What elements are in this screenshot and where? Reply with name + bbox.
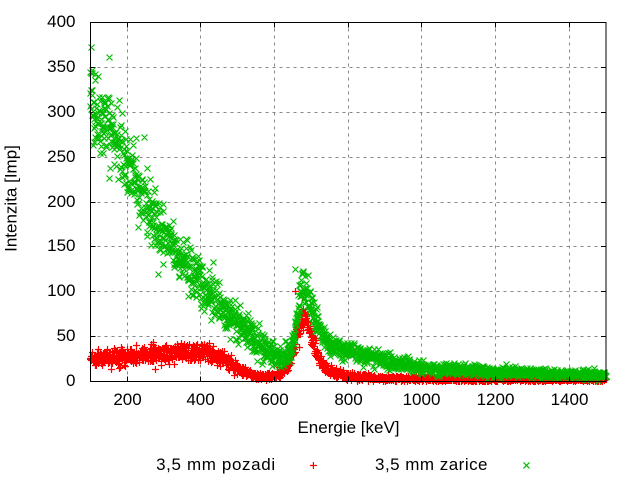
svg-text:300: 300 — [47, 102, 75, 121]
svg-text:150: 150 — [47, 236, 75, 255]
svg-text:400: 400 — [186, 390, 214, 409]
svg-text:Intenzita [Imp]: Intenzita [Imp] — [2, 145, 21, 252]
svg-text:50: 50 — [57, 326, 76, 345]
svg-text:200: 200 — [113, 390, 141, 409]
svg-text:1000: 1000 — [403, 390, 441, 409]
svg-text:3,5 mm zarice: 3,5 mm zarice — [375, 455, 488, 474]
svg-text:600: 600 — [260, 390, 288, 409]
svg-text:100: 100 — [47, 281, 75, 300]
svg-text:350: 350 — [47, 57, 75, 76]
svg-text:0: 0 — [66, 371, 75, 390]
svg-text:Energie [keV]: Energie [keV] — [297, 418, 399, 437]
svg-text:200: 200 — [47, 192, 75, 211]
svg-text:1200: 1200 — [477, 390, 515, 409]
svg-text:3,5 mm pozadi: 3,5 mm pozadi — [156, 455, 275, 474]
svg-text:250: 250 — [47, 147, 75, 166]
svg-text:1400: 1400 — [551, 390, 589, 409]
svg-text:400: 400 — [47, 12, 75, 31]
svg-text:800: 800 — [334, 390, 362, 409]
